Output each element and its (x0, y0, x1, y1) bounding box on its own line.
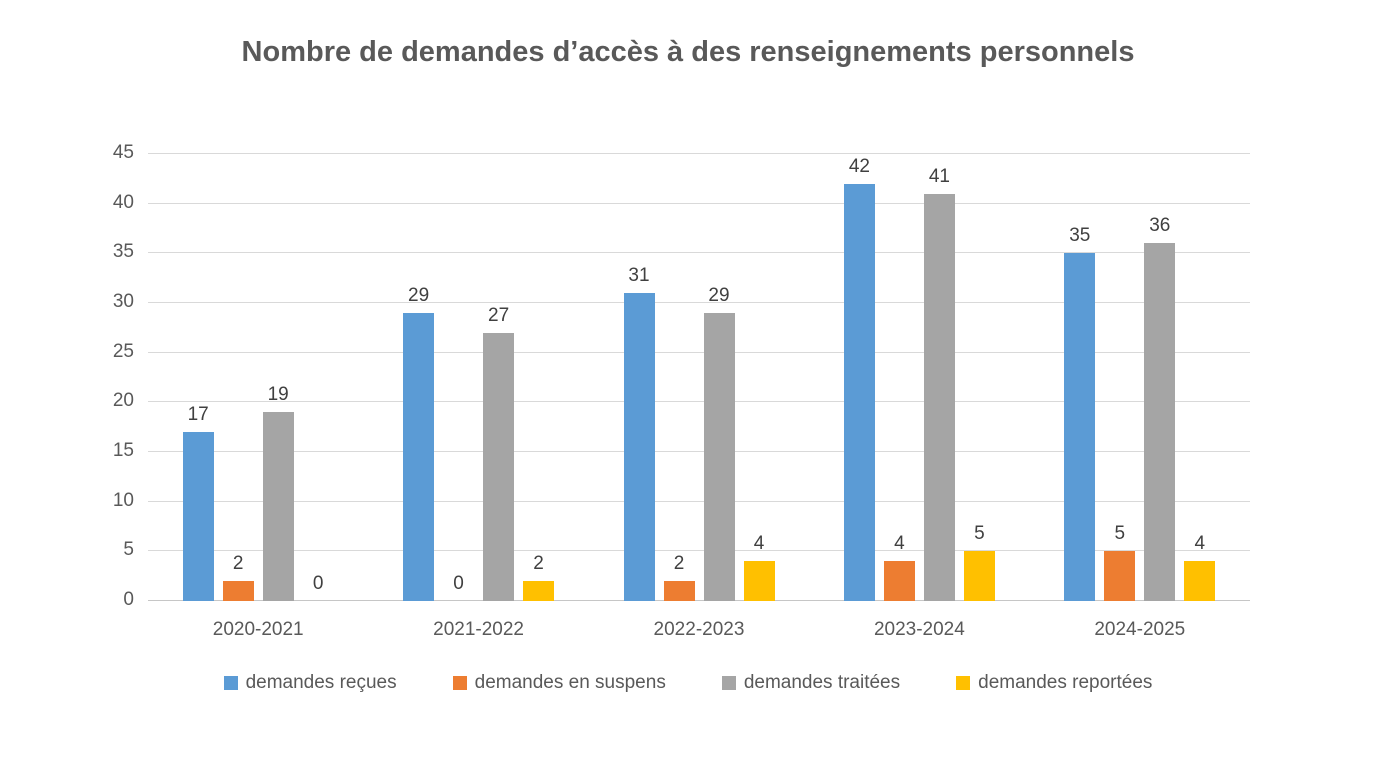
legend-label: demandes reportées (978, 672, 1153, 693)
legend-item: demandes reçues (223, 672, 397, 694)
x-axis-line (148, 600, 1250, 601)
legend-label: demandes traitées (743, 672, 901, 693)
bar (523, 581, 555, 601)
data-label: 42 (848, 155, 870, 177)
data-label: 4 (753, 533, 765, 555)
gridline (148, 252, 1250, 254)
bar (963, 551, 995, 601)
legend-item: demandes reportées (956, 672, 1152, 694)
y-axis-label: 15 (112, 440, 134, 461)
chart-title: Nombre de demandes d’accès à des renseig… (241, 36, 1135, 68)
y-axis-label: 20 (112, 390, 134, 412)
gridline (148, 550, 1250, 552)
data-label: 17 (187, 404, 209, 426)
bar (1104, 551, 1136, 601)
data-label: 4 (894, 533, 905, 555)
data-label: 0 (312, 573, 324, 594)
bar (883, 561, 915, 601)
x-axis-label: 2023-2024 (873, 619, 965, 640)
gridline (148, 202, 1250, 204)
bar (222, 581, 254, 601)
gridline (148, 401, 1250, 403)
data-label: 4 (1194, 533, 1206, 555)
data-label: 5 (974, 523, 985, 545)
x-axis-label: 2024-2025 (1094, 619, 1186, 640)
legend-item: demandes en suspens (452, 672, 666, 694)
legend-swatch-icon (223, 676, 238, 690)
legend-label: demandes reçues (245, 672, 397, 693)
y-axis-label: 30 (112, 291, 134, 312)
x-axis-label: 2020-2021 (212, 619, 304, 640)
data-label: 27 (488, 304, 510, 326)
data-label: 29 (708, 284, 730, 306)
bar (403, 312, 435, 601)
gridline (148, 153, 1250, 154)
data-label: 31 (628, 265, 650, 287)
bar (623, 293, 655, 601)
x-axis-label: 2021-2022 (433, 619, 525, 640)
data-label: 2 (232, 553, 244, 575)
gridline (148, 500, 1250, 502)
bar (843, 183, 875, 601)
y-axis-label: 40 (112, 191, 134, 213)
bar (663, 581, 695, 601)
bar (1184, 561, 1216, 601)
bar (703, 312, 735, 601)
bar (483, 332, 515, 601)
y-axis-label: 25 (112, 340, 134, 362)
bar (923, 193, 955, 601)
data-label: 2 (533, 553, 544, 575)
data-label: 29 (408, 284, 430, 306)
bar (1064, 253, 1096, 601)
gridline (148, 351, 1250, 353)
x-axis-label: 2022-2023 (653, 619, 745, 640)
bar (262, 412, 294, 601)
legend-swatch-icon (956, 676, 971, 690)
legend-swatch-icon (721, 676, 736, 690)
legend-label: demandes en suspens (474, 672, 666, 693)
legend: demandes reçues demandes en suspens demand… (0, 672, 1376, 694)
data-label: 5 (1114, 523, 1126, 545)
data-label: 2 (673, 553, 685, 575)
y-axis-label: 10 (112, 489, 134, 511)
bar (1144, 243, 1176, 601)
plot-area: 0 5 10 15 20 25 30 35 40 45 17 2 19 0 2020-2021 29 0 27 2 2… (113, 142, 1250, 640)
bar (743, 561, 775, 601)
legend-swatch-icon (452, 676, 467, 690)
gridline (148, 302, 1250, 303)
data-label: 0 (453, 573, 464, 594)
y-axis-label: 5 (123, 539, 134, 561)
y-axis-label: 35 (112, 241, 134, 263)
data-label: 41 (928, 165, 950, 187)
data-label: 19 (267, 384, 289, 406)
gridline (148, 451, 1250, 452)
legend-item: demandes traitées (721, 672, 901, 694)
y-axis-label: 45 (112, 142, 134, 163)
y-axis-label: 0 (123, 589, 134, 610)
bar (182, 432, 214, 601)
data-label: 36 (1149, 215, 1171, 237)
data-label: 35 (1069, 225, 1091, 247)
